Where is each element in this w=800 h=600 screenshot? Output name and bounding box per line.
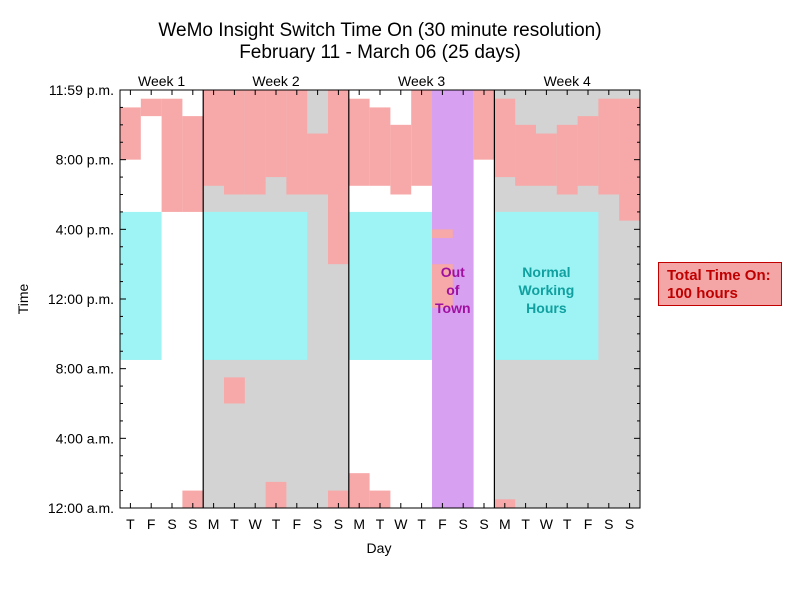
week-label: Week 1 [138, 73, 185, 89]
working-hours-block [120, 211, 162, 360]
on-cell [432, 229, 453, 239]
y-axis-label: Time [15, 283, 31, 314]
week-label: Week 2 [252, 73, 299, 89]
x-tick-label: T [272, 516, 281, 532]
y-tick-label: 12:00 p.m. [48, 291, 114, 307]
x-tick-label: F [438, 516, 447, 532]
y-tick-label: 12:00 a.m. [48, 500, 114, 516]
x-axis-label: Day [367, 540, 392, 556]
out-of-town-label: Out [441, 264, 465, 280]
working-hours-label: Working [519, 282, 575, 298]
on-cell [328, 490, 349, 508]
x-tick-label: S [625, 516, 634, 532]
on-cell [120, 107, 141, 160]
on-cell [265, 481, 287, 508]
on-cell [473, 90, 495, 160]
on-cell [286, 90, 308, 195]
y-tick-label: 11:59 p.m. [49, 82, 114, 98]
x-tick-label: T [376, 516, 385, 532]
on-cell [494, 98, 516, 178]
x-tick-label: S [313, 516, 322, 532]
chart-subtitle: February 11 - March 06 (25 days) [239, 42, 521, 63]
on-cell [411, 90, 432, 186]
on-cell [244, 90, 266, 195]
on-cell [432, 264, 453, 308]
on-cell [556, 124, 578, 195]
on-cell [348, 473, 370, 508]
out-of-town-label: of [446, 282, 460, 298]
week-label: Week 3 [398, 73, 445, 89]
working-hours-label: Hours [526, 300, 567, 316]
x-tick-label: W [394, 516, 408, 532]
on-cell [577, 116, 599, 186]
working-hours-block [494, 211, 599, 360]
x-tick-label: T [417, 516, 426, 532]
x-tick-label: M [353, 516, 365, 532]
x-tick-label: W [249, 516, 263, 532]
working-hours-block [203, 211, 308, 360]
on-cell [390, 124, 412, 195]
on-cell [328, 90, 349, 265]
x-tick-label: F [293, 516, 302, 532]
working-hours-label: Normal [522, 264, 570, 280]
x-tick-label: F [147, 516, 156, 532]
on-cell [224, 377, 245, 404]
on-cell [224, 90, 245, 195]
callout-label: Total Time On: [667, 267, 771, 284]
x-tick-label: T [230, 516, 239, 532]
on-cell [182, 116, 204, 212]
on-cell [619, 98, 640, 221]
total-time-callout: Total Time On: 100 hours [658, 262, 782, 306]
y-tick-label: 8:00 a.m. [56, 361, 114, 377]
x-tick-label: T [126, 516, 135, 532]
callout-value: 100 hours [667, 285, 738, 302]
on-cell [536, 133, 557, 186]
x-tick-label: F [584, 516, 593, 532]
on-cell [369, 490, 391, 508]
x-tick-label: S [604, 516, 613, 532]
x-tick-label: S [334, 516, 343, 532]
x-tick-label: S [188, 516, 197, 532]
y-tick-label: 4:00 p.m. [56, 221, 114, 237]
x-tick-label: T [563, 516, 572, 532]
on-cell [348, 98, 370, 186]
x-tick-label: T [521, 516, 530, 532]
x-tick-label: M [208, 516, 220, 532]
x-tick-label: S [479, 516, 488, 532]
week-label: Week 4 [544, 73, 591, 89]
chart-title: WeMo Insight Switch Time On (30 minute r… [158, 20, 602, 41]
out-of-town-label: Town [435, 300, 471, 316]
x-tick-label: S [167, 516, 176, 532]
y-tick-label: 4:00 a.m. [56, 430, 114, 446]
on-cell [265, 90, 287, 178]
on-cell [598, 98, 620, 195]
x-tick-label: M [499, 516, 511, 532]
on-cell [203, 90, 224, 186]
on-cell [307, 133, 328, 195]
on-cell [515, 124, 536, 186]
x-tick-label: S [459, 516, 468, 532]
on-cell [161, 98, 183, 212]
on-cell [140, 98, 162, 117]
x-tick-label: W [540, 516, 554, 532]
y-tick-label: 8:00 p.m. [56, 152, 114, 168]
on-cell [182, 490, 204, 508]
on-cell [369, 107, 391, 186]
